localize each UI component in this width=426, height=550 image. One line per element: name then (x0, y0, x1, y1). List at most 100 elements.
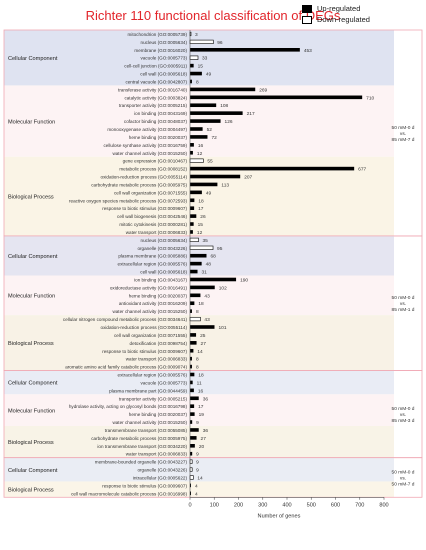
bar-up (190, 444, 195, 448)
bar-up (190, 428, 199, 432)
value-label: 35 (202, 238, 208, 244)
category-label: aromatic amino acid family catabolic pro… (65, 365, 187, 370)
value-label: 43 (204, 317, 210, 323)
value-label: 102 (219, 285, 227, 291)
category-label: intracellular (GO:0005622) (133, 475, 188, 480)
legend-item-up: Up-regulated (302, 3, 370, 14)
bar-up (190, 143, 194, 147)
value-label: 126 (225, 119, 233, 125)
category-label: cell wall (GO:0005618) (140, 270, 187, 275)
value-label: 52 (207, 127, 213, 133)
bar-up (190, 135, 208, 139)
value-label: 8 (196, 309, 199, 315)
value-label: 27 (201, 341, 207, 347)
legend-swatch-down (302, 15, 312, 24)
category-label: heme binding (GO:0020037) (129, 293, 188, 298)
comparison-label: vs. (400, 302, 406, 307)
value-label: 3 (195, 32, 198, 38)
category-label: central vacuole (GO:0042807) (125, 79, 187, 84)
bar-up (190, 356, 192, 361)
value-label: 207 (244, 175, 252, 181)
bar-down (189, 467, 193, 472)
bar-up (190, 333, 197, 337)
value-label: 72 (211, 135, 217, 141)
x-tick-label: 0 (188, 502, 191, 508)
bar-up (190, 206, 195, 210)
bar-down (189, 459, 193, 464)
group-band (4, 394, 394, 426)
bar-up (190, 119, 221, 123)
x-tick-label: 100 (210, 502, 219, 508)
bar-up (190, 111, 243, 115)
value-label: 8 (196, 79, 199, 85)
group-band (4, 481, 394, 498)
group-label: Cellular Component (8, 468, 58, 474)
bar-up (190, 364, 192, 369)
category-label: response to biotic stimulus (GO:0009607) (102, 349, 187, 354)
chart-title: Richter 110 functional classification of… (85, 8, 341, 23)
category-label: gene expression (GO:0010467) (123, 159, 188, 164)
value-label: 17 (198, 206, 204, 212)
bar-up (190, 412, 195, 416)
bar-down (189, 475, 194, 480)
value-label: 4 (195, 483, 198, 489)
bar-down (189, 158, 204, 163)
category-label: nucleus (GO:0005634) (141, 40, 188, 45)
bar-up (190, 103, 217, 108)
legend-item-down: Down-regulated (302, 14, 370, 25)
category-label: cell wall biogenesis (GO:0042546) (117, 214, 187, 219)
value-label: 14 (197, 349, 203, 355)
category-label: water channel activity (GO:0015250) (112, 151, 187, 156)
bar-up (190, 222, 194, 226)
comparison-label: 50 mM-0 d (392, 406, 415, 412)
bar-up (190, 436, 197, 440)
bar-up (190, 451, 193, 456)
comparison-label: 85 mM-1 d (392, 307, 415, 313)
value-label: 15 (198, 64, 204, 70)
category-label: ion binding (GO:0043167) (134, 277, 187, 282)
value-label: 20 (199, 444, 205, 450)
group-label: Cellular Component (8, 56, 58, 62)
category-label: water channel activity (GO:0015250) (112, 420, 187, 425)
value-label: 95 (217, 246, 223, 252)
value-label: 190 (240, 277, 248, 283)
category-label: cell-cell junction (GO:0005911) (124, 64, 187, 69)
value-label: 68 (210, 254, 216, 260)
value-label: 12 (197, 230, 203, 236)
category-label: extracellular region (GO:0005576) (118, 373, 188, 378)
x-tick-label: 600 (331, 502, 340, 508)
category-label: water transport (GO:0006833) (126, 452, 188, 457)
comparison-label: vs. (400, 413, 406, 418)
comparison-label: 50 mM-0 d (392, 125, 415, 131)
x-tick-label: 400 (282, 502, 291, 508)
category-label: ion transmembrane transport (GO:0034220) (97, 444, 187, 449)
value-label: 96 (217, 40, 223, 46)
category-label: organelle (GO:0043226) (137, 246, 187, 251)
group-label: Molecular Function (8, 119, 55, 125)
bar-up (190, 182, 218, 187)
bar-up (190, 269, 198, 274)
x-tick-label: 500 (307, 502, 316, 508)
category-label: reactive oxygen species metabolic proces… (69, 198, 187, 203)
category-label: oxidation-reduction process (GO:0055114) (101, 175, 188, 180)
legend-label-up: Up-regulated (317, 4, 361, 13)
value-label: 18 (198, 198, 204, 204)
bar-down (189, 245, 214, 250)
value-label: 217 (247, 111, 255, 117)
comparison-label: 50 mM-0 d (392, 295, 415, 301)
comparison-label: 85 mM-3 d (392, 418, 415, 424)
comparison-label: 50 mM-0 d (392, 469, 415, 475)
value-label: 9 (196, 420, 199, 426)
category-label: response to biotic stimulus (GO:0009607) (102, 483, 187, 488)
group-label: Biological Process (8, 341, 54, 347)
bar-up (190, 71, 202, 76)
value-label: 16 (198, 143, 204, 149)
bar-up (190, 491, 191, 496)
comparison-label: 50 mM-7 d (392, 481, 415, 487)
bar-up (190, 301, 195, 306)
category-label: metabolic process (GO:0008152) (119, 167, 187, 172)
category-label: plasma membrane (GO:0005886) (118, 254, 187, 259)
bar-up (190, 380, 193, 385)
bar-up (190, 230, 193, 234)
